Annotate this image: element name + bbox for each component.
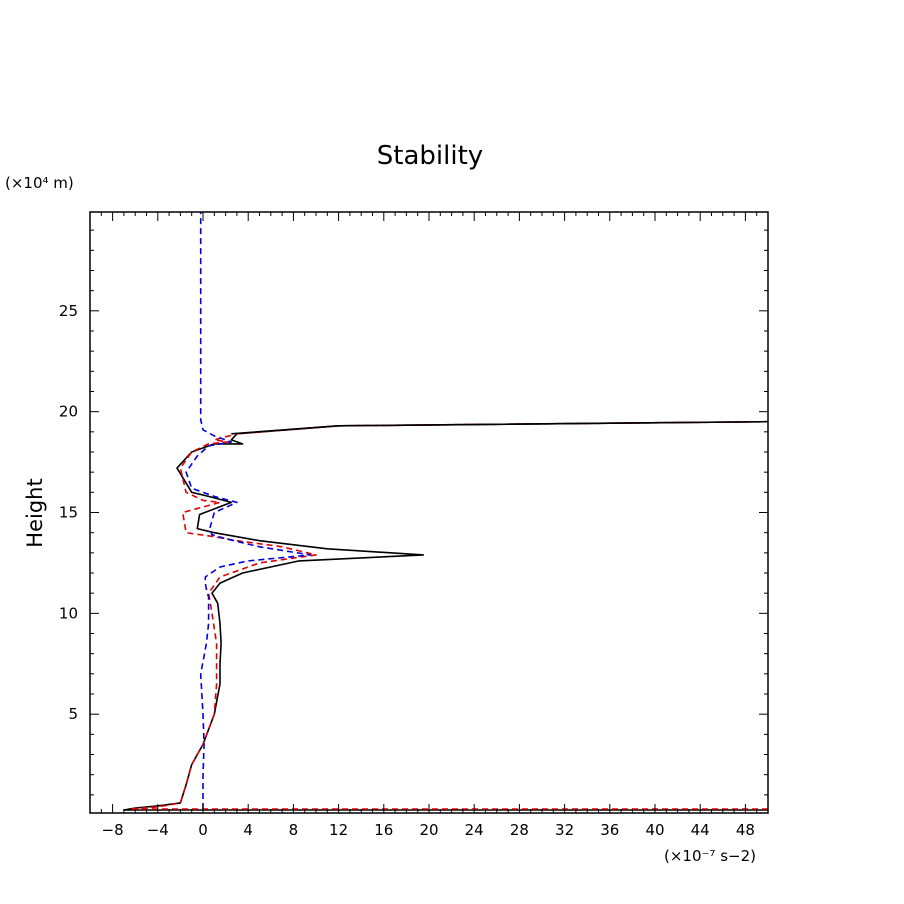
x-tick-label: 20 <box>419 821 438 839</box>
x-tick-label: 32 <box>555 821 574 839</box>
x-tick-label: 36 <box>600 821 619 839</box>
x-tick-label: 24 <box>465 821 484 839</box>
series-line-2 <box>185 212 312 809</box>
x-tick-label: 48 <box>736 821 755 839</box>
series-layer <box>123 212 769 811</box>
series-line-1 <box>128 420 769 810</box>
y-axis-label: Height <box>23 478 47 547</box>
x-tick-label: −4 <box>147 821 169 839</box>
x-tick-label: 4 <box>243 821 253 839</box>
y-tick-label: 25 <box>59 302 78 320</box>
x-tick-label: 8 <box>289 821 299 839</box>
x-tick-label: 0 <box>198 821 208 839</box>
x-tick-label: 28 <box>510 821 529 839</box>
y-tick-label: 20 <box>59 403 78 421</box>
x-tick-label: 12 <box>329 821 348 839</box>
chart-title: Stability <box>377 141 483 171</box>
y-unit-label: (×10⁴ m) <box>5 174 74 192</box>
x-tick-label: 44 <box>691 821 710 839</box>
x-tick-label: 40 <box>645 821 664 839</box>
y-tick-label: 10 <box>59 604 78 622</box>
x-unit-label: (×10⁻⁷ s−2) <box>664 847 756 865</box>
series-line-3 <box>231 420 769 435</box>
x-tick-label: 16 <box>374 821 393 839</box>
y-tick-label: 15 <box>59 504 78 522</box>
y-tick-label: 5 <box>68 705 78 723</box>
x-tick-label: −8 <box>102 821 124 839</box>
